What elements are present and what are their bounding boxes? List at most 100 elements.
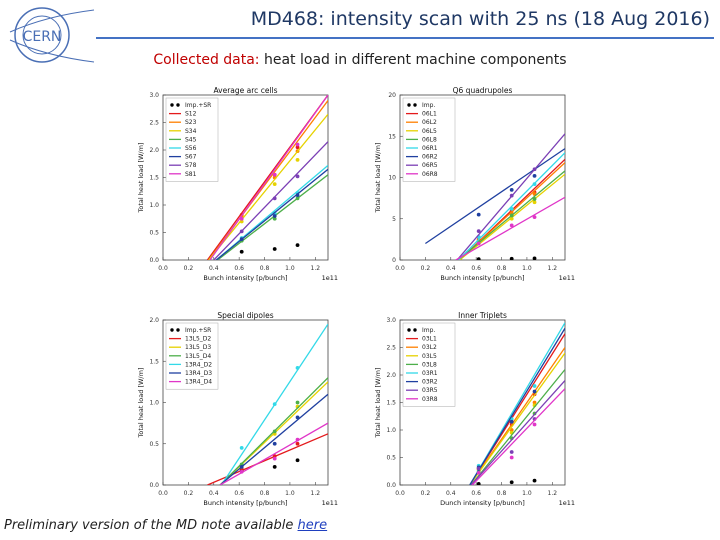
y-tick-label: 2.0	[386, 372, 396, 379]
data-point	[532, 400, 537, 405]
data-point	[509, 213, 514, 218]
data-point	[509, 480, 514, 485]
y-tick-label: 0.0	[149, 482, 159, 489]
x-axis-multiplier: 1e11	[322, 499, 338, 507]
chart-special-dipoles: 0.0 0.2 0.4 0.6 0.8 1.0 1.2 0.0 0.5 1.0 1.5 2.0 Spec…	[133, 310, 353, 520]
legend-label: 13R4_D4	[185, 379, 212, 386]
legend-label: S34	[185, 128, 197, 135]
x-tick-label: 0.2	[421, 490, 431, 497]
legend-label: 06R1	[422, 145, 438, 152]
chart-svg: 0.0 0.2 0.4 0.6 0.8 1.0 1.2 0.0 0.5 1.0 1.5 2.0 Spec…	[137, 311, 338, 507]
legend-label: S12	[185, 111, 197, 118]
x-tick-label: 1.0	[522, 265, 532, 272]
x-tick-label: 0.4	[446, 265, 456, 272]
x-tick-label: 1.0	[285, 490, 295, 497]
data-point	[476, 466, 481, 471]
legend-label: S67	[185, 154, 197, 161]
data-point	[476, 257, 481, 260]
data-point	[509, 256, 514, 260]
y-tick-label: 1.5	[149, 358, 159, 365]
data-point	[532, 478, 537, 483]
y-tick-label: 15	[388, 133, 396, 140]
legend-label: 03R5	[422, 387, 438, 394]
legend-label: 06R2	[422, 154, 438, 161]
legend-marker	[176, 328, 180, 332]
legend-marker	[176, 103, 180, 107]
x-tick-label: 0.4	[446, 490, 456, 497]
y-tick-label: 3.0	[386, 317, 396, 324]
legend-label: 06L5	[422, 128, 437, 135]
data-point	[509, 223, 514, 228]
y-tick-label: 0.5	[386, 455, 396, 462]
legend-label: 03L2	[422, 344, 437, 351]
data-point	[239, 219, 244, 224]
legend-label: 06L2	[422, 119, 437, 126]
y-tick-label: 1.0	[149, 202, 159, 209]
data-point	[295, 415, 300, 420]
data-point	[476, 241, 481, 246]
x-tick-label: 0.2	[421, 265, 431, 272]
y-tick-label: 2.0	[149, 317, 159, 324]
legend-label: Imp.+SR	[185, 102, 211, 109]
data-point	[509, 216, 514, 221]
y-tick-label: 0.5	[149, 441, 159, 448]
legend-marker	[170, 103, 174, 107]
chart-title: Special dipoles	[217, 311, 273, 320]
legend-label: 03R2	[422, 379, 438, 386]
slide-subtitle: Collected data: heat load in different m…	[0, 52, 720, 68]
x-tick-label: 1.2	[311, 265, 321, 272]
legend-marker	[413, 103, 417, 107]
fit-line	[209, 95, 328, 260]
chart-average-arc-cells: 0.0 0.2 0.4 0.6 0.8 1.0 1.2 0.0 0.5 1.0 1.5 2.0 2.5 3…	[133, 85, 353, 295]
x-axis-label: Bunch intensity [p/bunch]	[203, 499, 287, 507]
data-point	[272, 456, 277, 461]
y-tick-label: 10	[388, 175, 396, 182]
y-tick-label: 3.0	[149, 92, 159, 99]
legend-label: Imp.	[422, 102, 435, 109]
legend-label: 13R4_D2	[185, 361, 212, 368]
data-point	[532, 182, 537, 186]
data-point	[239, 216, 244, 221]
data-point	[532, 256, 537, 260]
x-tick-label: 0.0	[395, 490, 405, 497]
y-tick-label: 0.0	[149, 257, 159, 264]
y-tick-label: 1.5	[149, 175, 159, 182]
data-point	[272, 172, 277, 177]
x-tick-label: 0.8	[260, 265, 270, 272]
data-point	[272, 402, 277, 407]
y-tick-label: 2.0	[149, 147, 159, 154]
subtitle-prefix: Collected data:	[153, 52, 260, 68]
fit-line	[470, 369, 565, 485]
plot-area	[207, 323, 328, 485]
chart-title: Inner Triplets	[458, 311, 507, 320]
cern-logo-text: CERN	[23, 29, 62, 45]
data-point	[295, 142, 300, 147]
data-point	[272, 441, 277, 446]
legend-marker	[170, 328, 174, 332]
plot-area	[206, 95, 328, 260]
x-tick-label: 0.0	[395, 265, 405, 272]
fit-line	[469, 327, 565, 485]
fit-line	[213, 141, 328, 260]
footer-text: Preliminary version of the MD note avail…	[4, 518, 294, 533]
footer-note: Preliminary version of the MD note avail…	[4, 518, 327, 533]
fit-line	[470, 380, 565, 485]
fit-line	[455, 196, 565, 260]
legend-label: S23	[185, 119, 197, 126]
legend-label: 13L5_D3	[185, 344, 211, 351]
md-note-link[interactable]: here	[297, 518, 328, 533]
fit-line	[457, 152, 565, 260]
data-point	[532, 384, 537, 388]
legend-label: Imp.+SR	[185, 327, 211, 334]
data-point	[295, 158, 300, 162]
data-point	[272, 214, 277, 218]
chart-title: Q6 quadrupoles	[453, 86, 513, 95]
y-axis-label: Total heat load [W/m]	[374, 143, 382, 214]
fit-line	[208, 113, 328, 260]
data-point	[272, 464, 277, 469]
y-tick-label: 2.5	[149, 120, 159, 127]
x-tick-label: 0.8	[497, 265, 507, 272]
